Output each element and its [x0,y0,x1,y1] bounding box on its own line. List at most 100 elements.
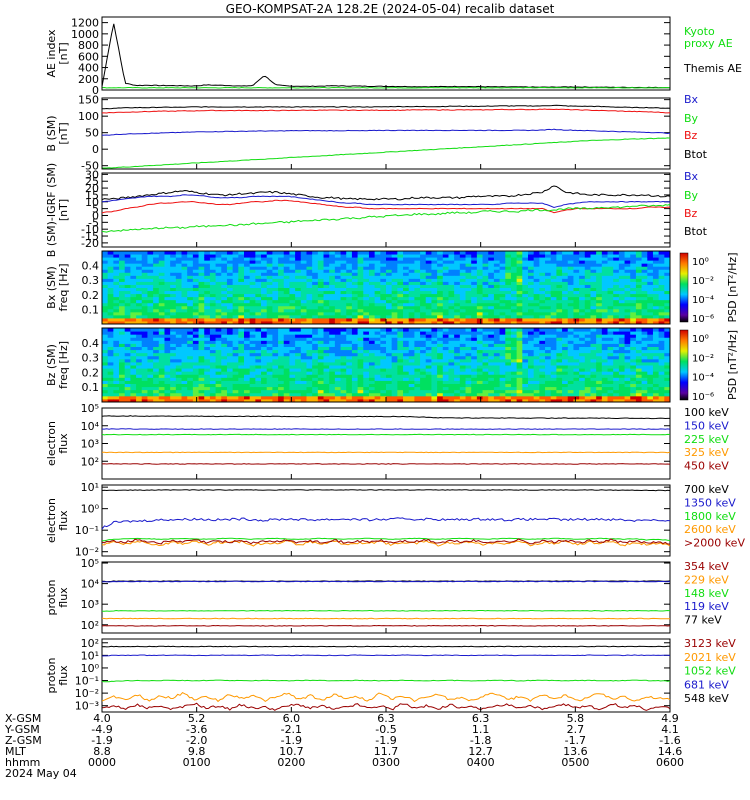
spectrogram-cell [346,317,353,322]
spectrogram-cell [516,317,523,322]
spectrogram-cell [482,331,489,335]
spectrogram-cell [278,299,285,304]
spectrogram-cell [181,328,188,332]
spectrogram-cell [102,328,109,332]
spectrogram-cell [425,269,432,273]
spectrogram-cell [346,371,353,375]
spectrogram-cell [476,260,484,264]
spectrogram-cell [482,269,489,273]
spectrogram-cell [403,365,410,369]
spectrogram-cell [397,275,404,279]
spectrogram-cell [363,317,370,322]
spectrogram-cell [306,380,313,384]
spectrogram-cell [493,395,501,400]
spectrogram-cell [590,290,597,295]
spectrogram-cell [624,272,631,276]
spectrogram-cell [317,377,325,381]
spectrogram-cell [562,278,569,282]
spectrogram-cell [635,368,643,372]
spectrogram-cell [158,331,165,335]
spectrogram-cell [312,308,319,313]
spectrogram-cell [357,383,364,388]
spectrogram-cell [249,275,256,279]
spectrogram-cell [658,269,665,273]
spectrogram-cell [107,260,114,264]
spectrogram [102,328,671,403]
spectrogram-cell [312,269,319,273]
spectrogram-cell [590,358,597,363]
spectrogram-cell [562,308,569,313]
spectrogram-cell [613,287,620,292]
spectrogram-cell [289,346,296,351]
spectrogram-cell [442,308,449,313]
spectrogram-cell [226,371,234,375]
series-225-kev [101,433,671,436]
spectrogram-cell [562,331,569,335]
spectrogram-cell [136,314,143,319]
spectrogram-cell [209,349,217,354]
spectrogram-cell [187,281,194,285]
spectrogram-cell [192,337,200,341]
spectrogram-cell [289,278,296,282]
spectrogram-cell [664,275,671,279]
spectrogram-cell [556,263,563,267]
spectrogram-cell [317,296,325,301]
spectrogram-cell [647,389,654,394]
spectrogram-cell [664,395,671,400]
spectrogram-cell [323,254,330,258]
spectrogram-cell [647,251,654,255]
spectrogram-cell [255,269,262,273]
spectrogram-cell [647,257,654,261]
spectrogram-cell [431,361,438,366]
spectrogram-cell [482,371,489,375]
spectrogram-cell [630,349,637,354]
spectrogram-cell [386,266,393,270]
spectrogram-cell [226,365,234,369]
spectrogram-cell [658,352,665,357]
spectrogram-cell [442,328,449,332]
spectrogram-cell [488,272,495,276]
spectrogram-cell [158,361,165,366]
spectrogram-cell [590,355,597,360]
spectrogram-cell [579,263,586,267]
spectrogram-cell [505,328,512,332]
spectrogram-cell [164,328,171,332]
spectrogram-cell [391,365,398,369]
spectrogram-cell [340,361,347,366]
spectrogram-cell [380,266,387,270]
spectrogram-cell [346,377,353,381]
spectrogram-cell [618,269,626,273]
spectrogram-cell [522,254,529,258]
spectrogram-cell [567,380,574,384]
spectrogram-cell [204,368,211,372]
spectrogram-cell [493,281,501,285]
spectrogram-cell [357,328,364,332]
spectrogram-cell [567,281,574,285]
spectrogram-cell [289,287,296,292]
spectrogram-cell [261,299,268,304]
spectrogram-cell [562,284,569,288]
spectrogram-cell [533,374,540,378]
spectrogram-cell [340,392,347,397]
spectrogram-cell [187,314,194,319]
spectrogram-cell [448,251,455,255]
spectrogram-cell [141,380,148,384]
spectrogram-cell [454,296,461,301]
spectrogram-cell [505,343,512,347]
spectrogram-cell [420,365,427,369]
spectrogram-cell [641,260,648,264]
spectrogram-cell [482,328,489,332]
spectrogram-cell [550,311,557,316]
spectrogram-cell [465,269,472,273]
spectrogram-cell [170,299,177,304]
spectrogram-cell [641,343,648,347]
spectrogram-cell [141,251,148,255]
spectrogram-cell [170,269,177,273]
spectrogram-cell [107,314,114,319]
spectrogram-cell [641,302,648,307]
spectrogram-cell [187,266,194,270]
spectrogram-cell [170,343,177,347]
spectrogram-cell [459,380,467,384]
spectrogram-cell [334,308,342,313]
